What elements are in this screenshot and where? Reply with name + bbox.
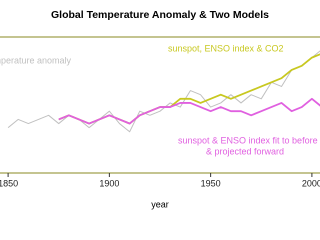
- x-tick-label: 1850: [0, 178, 18, 188]
- series-label: temperature anomaly: [0, 55, 72, 65]
- x-tick-label: 1950: [201, 178, 221, 188]
- chart: Global Temperature Anomaly & Two Models …: [0, 9, 320, 209]
- page: {"chart_data": {"type": "line", "title":…: [0, 8, 320, 210]
- x-axis-label: year: [151, 199, 169, 209]
- series-label: sunspot, ENSO index & CO2: [168, 43, 284, 53]
- chart-title: Global Temperature Anomaly & Two Models: [51, 9, 269, 21]
- series-label: sunspot & ENSO index fit to before 1950: [178, 135, 320, 145]
- series-line: [58, 97, 320, 125]
- x-tick-label: 1900: [99, 178, 119, 188]
- series-line: [58, 53, 320, 125]
- series-label: & projected forward: [206, 146, 284, 156]
- x-tick-label: 2000: [302, 178, 320, 188]
